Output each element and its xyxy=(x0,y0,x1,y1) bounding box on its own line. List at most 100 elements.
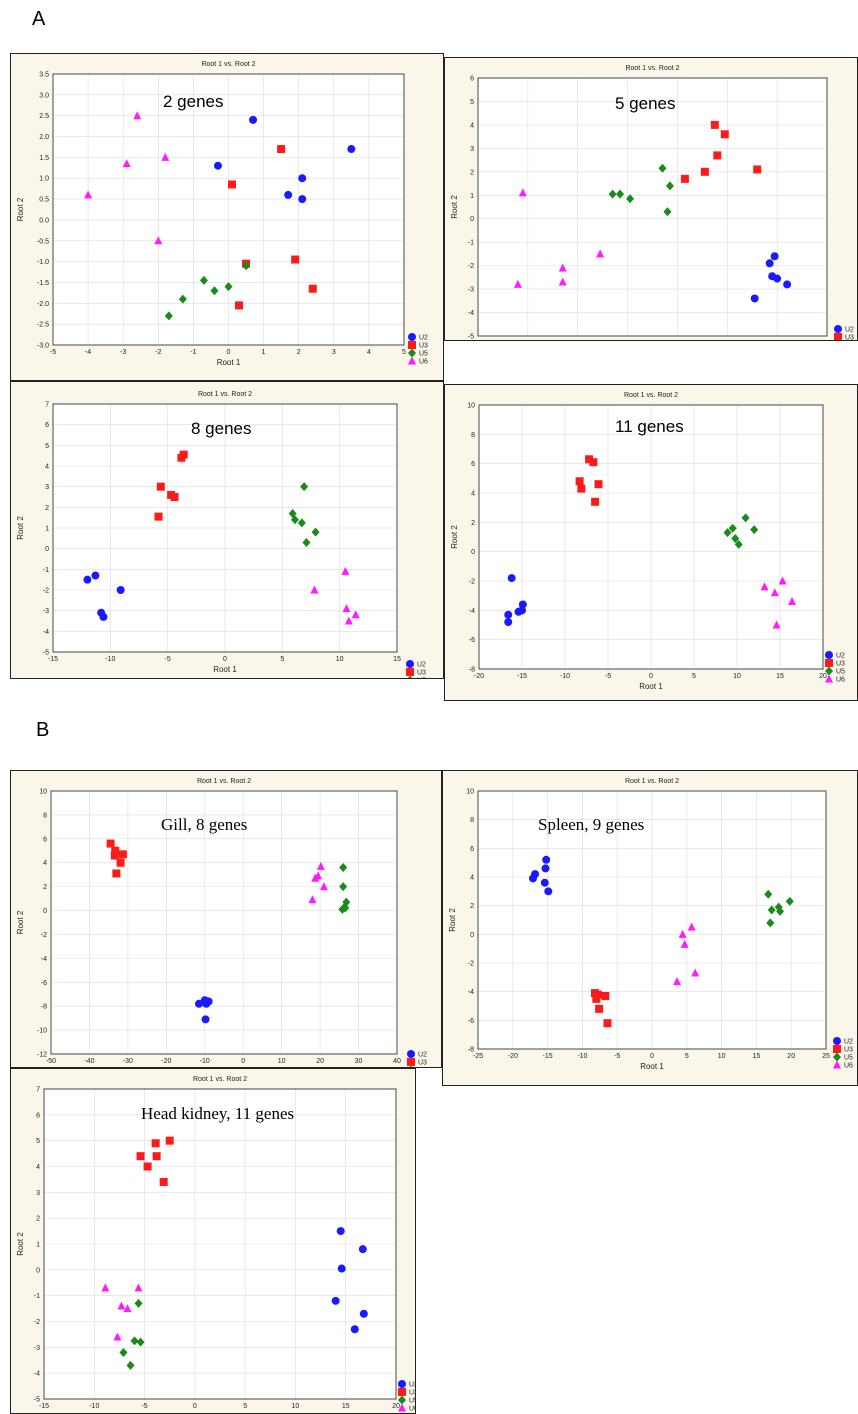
x-axis-label: Root 1 xyxy=(213,665,237,674)
data-point-u5 xyxy=(339,882,348,892)
data-point-u3 xyxy=(151,1139,160,1148)
y-tick-label: 10 xyxy=(466,789,474,796)
data-point-u3 xyxy=(592,994,601,1003)
plot-frame xyxy=(477,790,827,1050)
x-tick-label: 2 xyxy=(725,340,729,341)
y-tick-label: -8 xyxy=(469,667,475,674)
x-tick-label: 10 xyxy=(718,1053,726,1060)
data-point-u2 xyxy=(249,115,258,124)
y-tick-label: -2.0 xyxy=(37,301,49,308)
data-point-u3 xyxy=(159,1178,168,1186)
data-point-u3 xyxy=(111,846,120,855)
y-tick-label: 6 xyxy=(471,461,475,468)
y-tick-label: 6 xyxy=(45,422,49,429)
data-point-u6 xyxy=(113,1332,122,1341)
x-tick-label: 25 xyxy=(822,1053,830,1060)
y-tick-label: 2.0 xyxy=(39,134,49,141)
legend-label: U2 xyxy=(836,653,845,660)
y-tick-label: 1 xyxy=(45,526,49,533)
data-point-u5 xyxy=(341,903,350,913)
x-tick-label: -5 xyxy=(605,673,611,680)
data-point-u3 xyxy=(112,869,121,878)
y-tick-label: 2 xyxy=(471,520,475,527)
data-point-u5 xyxy=(728,523,737,533)
chart-title: Root 1 vs. Root 2 xyxy=(193,1076,247,1083)
scatter-panel-gill: -50 -40 -30 -20 -10 0 10 20 30 40 -12 -10 -8 -6 -4 -2 0 2… xyxy=(10,770,442,1068)
legend-label: U5 xyxy=(836,669,845,676)
data-point-u2 xyxy=(83,575,92,584)
y-tick-label: 6 xyxy=(470,76,474,83)
section-label-b: B xyxy=(36,719,50,741)
legend-label: U6 xyxy=(836,677,845,684)
data-point-u2 xyxy=(540,878,549,887)
plot-area xyxy=(50,790,398,1055)
data-point-u6 xyxy=(673,977,682,986)
y-axis-label: Root 2 xyxy=(448,908,457,932)
y-tick-label: 4 xyxy=(45,464,49,471)
data-point-u6 xyxy=(788,597,797,606)
y-tick-label: -2 xyxy=(34,1319,40,1326)
x-tick-label: 5 xyxy=(692,673,696,680)
gene-count-annotation: Spleen, 9 genes xyxy=(538,815,644,834)
chart-title: Root 1 vs. Root 2 xyxy=(624,392,678,399)
x-tick-label: -2 xyxy=(624,340,630,341)
legend-marker-u6 xyxy=(408,356,416,365)
x-tick-label: -3 xyxy=(120,349,126,356)
data-point-u2 xyxy=(195,999,204,1008)
legend-label: U2 xyxy=(845,327,854,334)
data-point-u2 xyxy=(337,1264,346,1273)
data-point-u3 xyxy=(589,458,598,467)
data-point-u2 xyxy=(284,190,293,199)
y-tick-label: -6 xyxy=(41,980,47,987)
x-tick-label: 20 xyxy=(787,1053,795,1060)
y-tick-label: 2 xyxy=(43,884,47,891)
y-tick-label: -5 xyxy=(34,1397,40,1404)
x-tick-label: -1 xyxy=(190,349,196,356)
data-point-u3 xyxy=(156,482,165,491)
data-point-u6 xyxy=(310,585,319,594)
data-point-u3 xyxy=(170,493,179,501)
legend-marker-u3 xyxy=(398,1388,406,1396)
x-tick-label: 2 xyxy=(297,349,301,356)
y-tick-label: 3 xyxy=(470,146,474,153)
chart-svg: -5 -4 -3 -2 -1 0 1 2 3 4 5 -3.0 -2.5 -2.0 -1.5 -1.0 -0.5… xyxy=(16,61,428,367)
section-label-a: A xyxy=(32,8,46,30)
x-tick-label: 15 xyxy=(393,656,401,663)
chart-svg: -8 -6 -4 -2 0 2 4 6 -5 -4 -3 -2 -1 0 1 2 3 4 5 6 Root 1 vs. … xyxy=(450,65,854,341)
legend-label: U6 xyxy=(419,359,428,366)
x-tick-label: -15 xyxy=(39,1403,49,1410)
x-tick-label: 10 xyxy=(733,673,741,680)
x-tick-label: 1 xyxy=(262,349,266,356)
x-tick-label: -15 xyxy=(543,1053,553,1060)
data-point-u3 xyxy=(116,858,125,867)
data-point-u2 xyxy=(213,161,222,170)
legend-label: U5 xyxy=(418,1068,427,1069)
data-point-u3 xyxy=(179,450,188,459)
x-tick-label: 15 xyxy=(342,1403,350,1410)
y-tick-label: 4 xyxy=(43,860,47,867)
legend-marker-u5 xyxy=(408,348,416,358)
data-point-u2 xyxy=(765,259,774,268)
x-tick-label: 10 xyxy=(278,1058,286,1065)
data-point-u3 xyxy=(152,1152,161,1161)
legend-marker-u2 xyxy=(825,651,833,659)
data-point-u3 xyxy=(720,130,729,139)
x-tick-label: -6 xyxy=(525,340,531,341)
y-tick-label: 6 xyxy=(43,836,47,843)
x-tick-label: -10 xyxy=(200,1058,210,1065)
legend-label: U3 xyxy=(417,670,426,677)
chart-title: Root 1 vs. Root 2 xyxy=(625,65,679,72)
data-point-u2 xyxy=(770,252,779,261)
x-tick-label: 0 xyxy=(223,656,227,663)
data-point-u5 xyxy=(134,1298,143,1308)
data-point-u6 xyxy=(558,263,567,272)
data-point-u5 xyxy=(663,207,672,217)
data-point-u6 xyxy=(691,968,700,977)
y-tick-label: 2 xyxy=(36,1216,40,1223)
x-tick-label: 15 xyxy=(753,1053,761,1060)
y-tick-label: 6 xyxy=(36,1112,40,1119)
x-tick-label: -40 xyxy=(84,1058,94,1065)
data-point-u6 xyxy=(770,588,779,597)
legend-label: U5 xyxy=(417,678,426,680)
